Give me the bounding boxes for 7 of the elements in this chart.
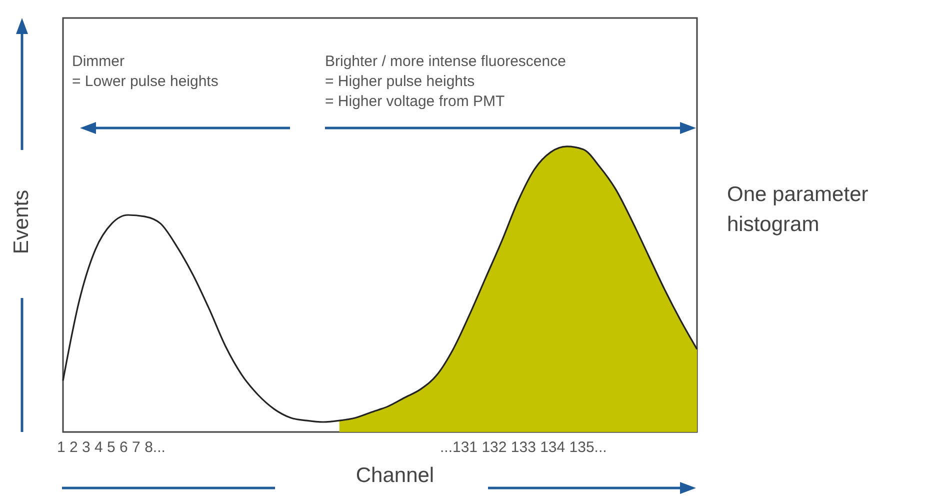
- text: Brighter / more intense fluorescence = Higher pulse heights = Higher voltage from PMT: [325, 52, 566, 112]
- text: Dimmer = Lower pulse heights: [72, 52, 218, 92]
- text: One parameter histogram: [727, 182, 870, 238]
- x-axis-title: Channel: [354, 464, 436, 487]
- text: 1 2 3 4 5 6 7 8...: [57, 438, 166, 458]
- y-axis-title: Events: [10, 188, 33, 256]
- text: ...131 132 133 134 135...: [440, 438, 607, 458]
